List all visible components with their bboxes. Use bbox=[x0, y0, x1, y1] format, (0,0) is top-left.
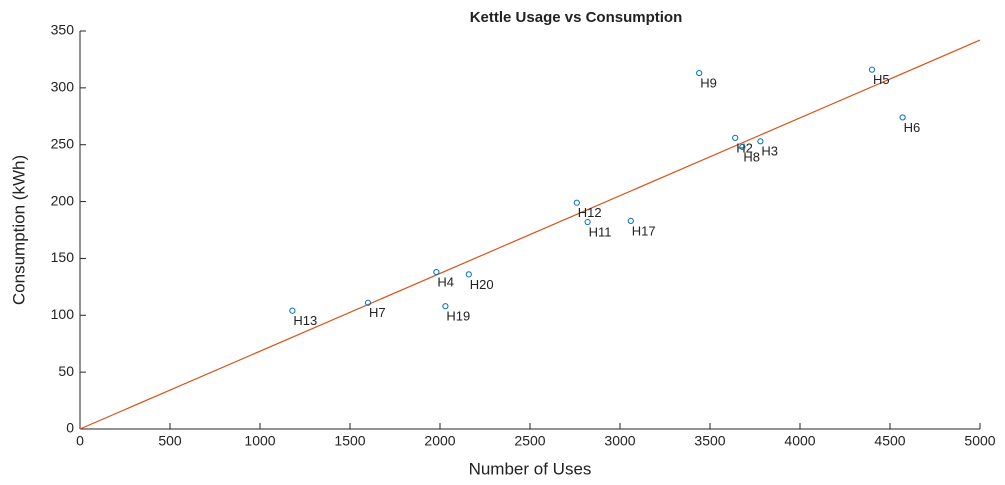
x-tick-label: 3500 bbox=[694, 433, 725, 449]
x-tick-label: 5000 bbox=[964, 433, 995, 449]
point bbox=[465, 271, 472, 278]
point-label: H6 bbox=[904, 120, 921, 135]
x-axis-label: Number of Uses bbox=[469, 459, 592, 478]
point bbox=[364, 299, 372, 306]
point-label: H5 bbox=[873, 72, 890, 87]
x-tick-label: 3000 bbox=[604, 433, 635, 449]
x-tick-label: 4500 bbox=[874, 433, 905, 449]
point-label: H7 bbox=[369, 305, 386, 320]
y-tick-label: 250 bbox=[51, 135, 75, 151]
point bbox=[289, 307, 296, 314]
point-label: H17 bbox=[632, 223, 656, 238]
x-tick-label: 1500 bbox=[334, 433, 365, 449]
point bbox=[433, 268, 440, 276]
point bbox=[573, 199, 580, 206]
fit-line bbox=[79, 39, 981, 430]
x-tick-label: 4000 bbox=[784, 433, 815, 449]
point-label: H11 bbox=[589, 224, 612, 239]
chart-title: Kettle Usage vs Consumption bbox=[470, 9, 683, 26]
point bbox=[899, 114, 906, 121]
y-tick-label: 200 bbox=[51, 192, 75, 208]
x-tick-label: 2500 bbox=[514, 433, 545, 449]
point bbox=[584, 218, 591, 226]
point bbox=[732, 134, 739, 141]
y-tick-label: 50 bbox=[58, 363, 74, 379]
y-tick-label: 150 bbox=[51, 249, 75, 265]
point-label: H9 bbox=[700, 76, 717, 91]
point-label: H4 bbox=[437, 275, 454, 290]
point-label: H3 bbox=[761, 144, 778, 159]
y-tick-label: 300 bbox=[51, 79, 75, 95]
x-tick-label: 1000 bbox=[244, 433, 275, 449]
point bbox=[739, 143, 746, 151]
point bbox=[696, 69, 703, 77]
point-label: H13 bbox=[293, 313, 317, 328]
point-label: H8 bbox=[743, 149, 760, 164]
point-label: H20 bbox=[470, 277, 494, 292]
y-tick-label: 0 bbox=[66, 420, 74, 436]
point-label: H12 bbox=[578, 205, 602, 220]
x-tick-label: 0 bbox=[76, 433, 84, 449]
y-tick-label: 350 bbox=[51, 22, 75, 38]
y-axis-label: Consumption (kWh) bbox=[9, 155, 28, 305]
point bbox=[757, 138, 764, 145]
point-label: H19 bbox=[446, 309, 470, 324]
x-tick-label: 2000 bbox=[424, 433, 455, 449]
point bbox=[868, 66, 876, 73]
point bbox=[442, 303, 449, 310]
point bbox=[627, 217, 634, 225]
x-tick-label: 500 bbox=[158, 433, 182, 449]
y-tick-label: 100 bbox=[51, 306, 75, 322]
